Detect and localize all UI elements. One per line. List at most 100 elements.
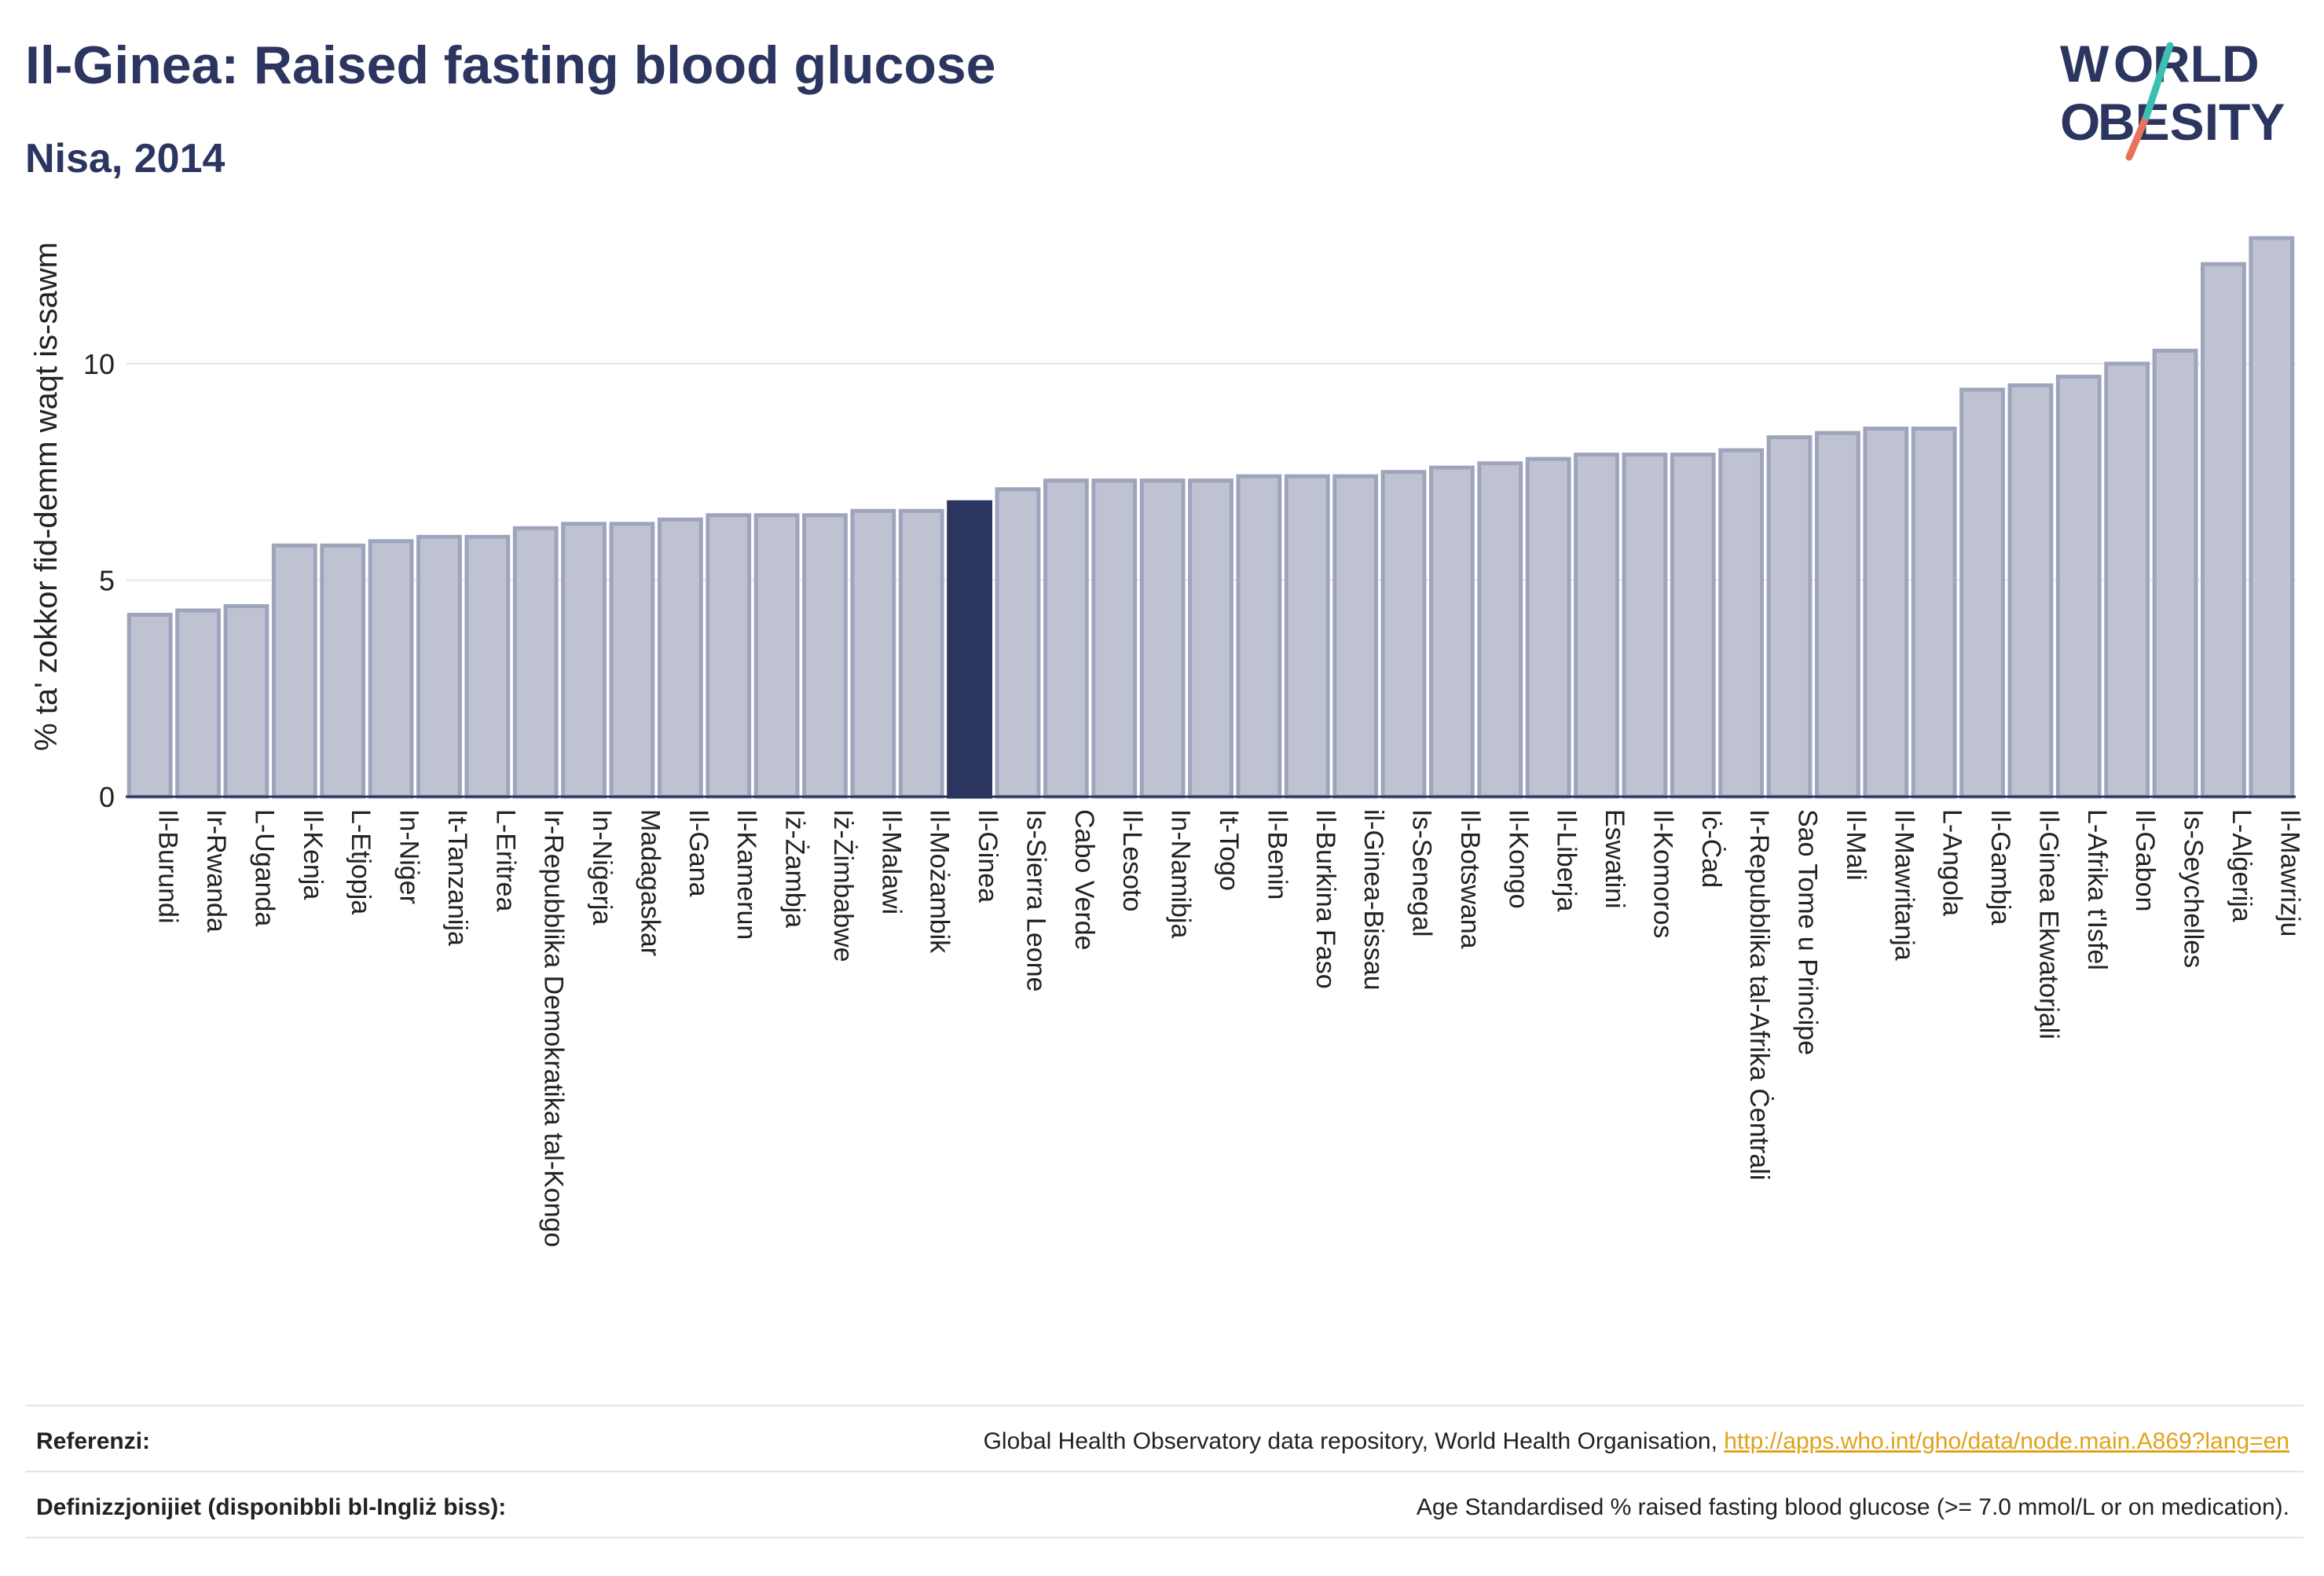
bar <box>464 534 511 799</box>
bar <box>1525 456 1571 799</box>
footer-divider-bottom <box>25 1537 2304 1538</box>
bar <box>1139 478 1186 799</box>
x-tick-label: It-Togo <box>1214 809 1244 891</box>
bar <box>1332 474 1379 799</box>
x-tick-label: Il-Kamerun <box>731 809 761 940</box>
footer-divider-middle <box>25 1471 2304 1472</box>
x-tick-label: Il-Liberja <box>1552 809 1582 911</box>
chart-subtitle: Nisa, 2014 <box>25 136 225 181</box>
bar <box>2249 236 2295 799</box>
x-tick-label: Cabo Verde <box>1069 809 1099 951</box>
bar <box>609 522 655 799</box>
x-tick-label: Is-Senegal <box>1407 809 1437 937</box>
bar <box>2104 361 2150 799</box>
x-tick-label: L-Alġerija <box>2227 809 2256 922</box>
footer-divider-top <box>25 1405 2304 1406</box>
bar <box>1284 474 1330 799</box>
x-tick-label: Iż-Żimbabwe <box>828 809 858 962</box>
bar <box>1959 387 2005 799</box>
bar-chart: 0 5 10 Il-Burundi Ir-Rwanda L-Uganda Il-Kenja… <box>29 236 2305 1247</box>
bar <box>1670 453 1716 799</box>
bar <box>126 613 173 799</box>
reference-value: Global Health Observatory data repositor… <box>984 1428 2289 1455</box>
x-tick-label: Il-Malawi <box>876 809 906 914</box>
bar <box>561 522 607 799</box>
x-tick-label: Il-Mawrizju <box>2275 809 2304 936</box>
x-tick-label: L-Eritrea <box>490 809 520 911</box>
svg-text:BESITY: BESITY <box>2098 93 2285 151</box>
x-tick-label: Il-Możambik <box>925 809 955 954</box>
bar <box>368 539 414 799</box>
x-tick-label: Is-Sierra Leone <box>1021 809 1050 991</box>
bar <box>1477 461 1523 799</box>
svg-text:W: W <box>2060 35 2110 93</box>
y-tick-label: 10 <box>83 348 115 380</box>
reference-text: Global Health Observatory data repositor… <box>983 1428 1725 1454</box>
bar <box>1380 470 1427 799</box>
bar <box>1622 453 1668 799</box>
bar <box>1574 453 1619 799</box>
x-tick-label: Il-Gana <box>684 809 713 897</box>
x-tick-label: Il-Mawritanja <box>1889 809 1919 961</box>
bar <box>1043 478 1089 799</box>
bar <box>2201 262 2246 799</box>
bar <box>416 534 462 799</box>
x-tick-label: L-Afrika t'Isfel <box>2082 809 2112 970</box>
svg-text:O: O <box>2060 93 2100 151</box>
definition-label: Definizzjonijiet (disponibbli bl-Ingliż … <box>36 1494 507 1520</box>
bar <box>657 517 703 799</box>
bar <box>2152 348 2198 799</box>
x-tick-label: Il-Burkina Faso <box>1310 809 1340 989</box>
x-tick-label: Ir-Rwanda <box>201 809 231 933</box>
x-tick-label: L-Uganda <box>249 809 279 926</box>
x-tick-label: Il-Gabon <box>2130 809 2160 911</box>
x-tick-label: Ir-Repubblika Demokratika tal-Kongo <box>539 809 569 1247</box>
bars <box>126 236 2295 799</box>
bar <box>1091 478 1138 799</box>
bar <box>1911 427 1957 799</box>
bar <box>320 543 366 799</box>
x-tick-label: Il-Gambja <box>1985 809 2015 925</box>
bar <box>1236 474 1282 799</box>
bar <box>2055 374 2102 799</box>
bar <box>1188 478 1233 799</box>
reference-label: Referenzi: <box>36 1428 151 1454</box>
bar <box>223 604 269 799</box>
world-obesity-logo: W O RLD O BESITY <box>2060 35 2285 161</box>
x-tick-label: Il-Lesoto <box>1117 809 1147 911</box>
x-tick-label: In-Namibja <box>1166 809 1196 938</box>
svg-text:O: O <box>2113 35 2154 93</box>
x-tick-label: Iċ-Ċad <box>1696 809 1726 888</box>
bar <box>995 487 1041 799</box>
x-tick-label: Is-Seychelles <box>2179 809 2209 968</box>
x-tick-label: Ir-Repubblika tal-Afrika Ċentrali <box>1744 809 1774 1180</box>
x-tick-label: Il-Ginea Ekwatorjali <box>2033 809 2063 1039</box>
bar <box>802 513 848 799</box>
y-tick-label: 5 <box>99 564 115 596</box>
x-tick-label: Madagaskar <box>635 809 665 956</box>
x-tick-label: Il-Mali <box>1841 809 1871 881</box>
bar <box>271 543 317 799</box>
x-tick-labels: Il-Burundi Ir-Rwanda L-Uganda Il-Kenja L-Etj… <box>153 809 2305 1247</box>
bar <box>753 513 800 799</box>
x-tick-label: Il-Komoros <box>1648 809 1677 938</box>
x-tick-label: il-Ginea-Bissau <box>1358 809 1388 991</box>
x-tick-label: Il-Kongo <box>1503 809 1533 909</box>
bar <box>706 513 752 799</box>
x-tick-label: In-Niġer <box>394 809 424 904</box>
x-tick-label: L-Angola <box>1937 809 1967 916</box>
bar <box>1428 465 1475 799</box>
bar-highlighted <box>947 500 993 799</box>
reference-link[interactable]: http://apps.who.int/gho/data/node.main.A… <box>1724 1428 2289 1454</box>
bar <box>1718 448 1765 799</box>
y-axis-label: % ta' zokkor fid-demm waqt is-sawm <box>29 242 64 751</box>
x-tick-label: In-Niġerja <box>587 809 617 925</box>
x-tick-label: Il-Burundi <box>153 809 183 924</box>
bar <box>850 508 896 799</box>
x-tick-label: Il-Ginea <box>973 809 1003 903</box>
definition-value: Age Standardised % raised fasting blood … <box>1416 1494 2289 1520</box>
bar <box>1766 435 1813 799</box>
x-tick-label: Sao Tome u Principe <box>1793 809 1823 1055</box>
x-tick-label: Iż-Żambja <box>780 809 810 928</box>
y-tick-label: 0 <box>99 781 115 813</box>
